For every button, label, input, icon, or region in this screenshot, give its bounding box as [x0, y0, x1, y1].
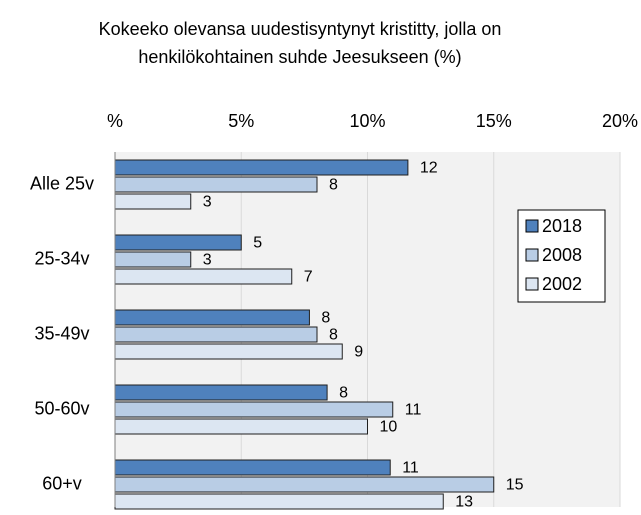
- bar: [114, 326, 318, 343]
- legend-label: 2002: [542, 274, 582, 294]
- data-label: 12: [420, 160, 438, 177]
- bar: [114, 159, 409, 176]
- x-tick-label: 5%: [228, 111, 254, 131]
- legend-label: 2008: [542, 245, 582, 265]
- legend-swatch: [525, 248, 539, 262]
- bar: [114, 309, 310, 326]
- bar: [114, 234, 242, 251]
- data-label: 7: [304, 269, 313, 286]
- data-label: 3: [203, 194, 212, 211]
- x-tick-label: 15%: [476, 111, 512, 131]
- bar: [114, 343, 343, 360]
- bar: [114, 176, 318, 193]
- x-tick-label: 20%: [602, 111, 638, 131]
- data-label: 9: [354, 344, 363, 361]
- y-tick-label: 25-34v: [34, 248, 89, 268]
- data-label: 13: [455, 494, 473, 510]
- y-tick-label: 60+v: [42, 473, 82, 493]
- chart-title: Kokeeko olevansa uudestisyntynyt kristit…: [99, 19, 502, 39]
- x-tick-label: %: [107, 111, 123, 131]
- data-label: 11: [405, 402, 422, 419]
- y-tick-label: 50-60v: [34, 398, 89, 418]
- legend-swatch: [525, 277, 539, 291]
- bar: [114, 268, 293, 285]
- legend-swatch: [525, 219, 539, 233]
- data-label: 8: [329, 177, 338, 194]
- bar: [114, 418, 368, 435]
- y-tick-label: 35-49v: [34, 323, 89, 343]
- data-label: 10: [380, 419, 398, 436]
- bar: [114, 459, 391, 476]
- bar: [114, 193, 192, 210]
- data-label: 8: [329, 327, 338, 344]
- data-label: 8: [321, 310, 330, 327]
- data-label: 8: [339, 385, 348, 402]
- chart-title: henkilökohtainen suhde Jeesukseen (%): [138, 47, 461, 67]
- legend-label: 2018: [542, 216, 582, 236]
- data-label: 11: [402, 460, 419, 477]
- data-label: 5: [253, 235, 262, 252]
- data-label: 15: [506, 477, 524, 494]
- bar: [114, 493, 444, 510]
- data-label: 3: [203, 252, 212, 269]
- bar: [114, 401, 394, 418]
- y-tick-label: Alle 25v: [30, 173, 94, 193]
- bar: [114, 251, 192, 268]
- bar: [114, 476, 495, 493]
- bar: [114, 384, 328, 401]
- x-tick-label: 10%: [349, 111, 385, 131]
